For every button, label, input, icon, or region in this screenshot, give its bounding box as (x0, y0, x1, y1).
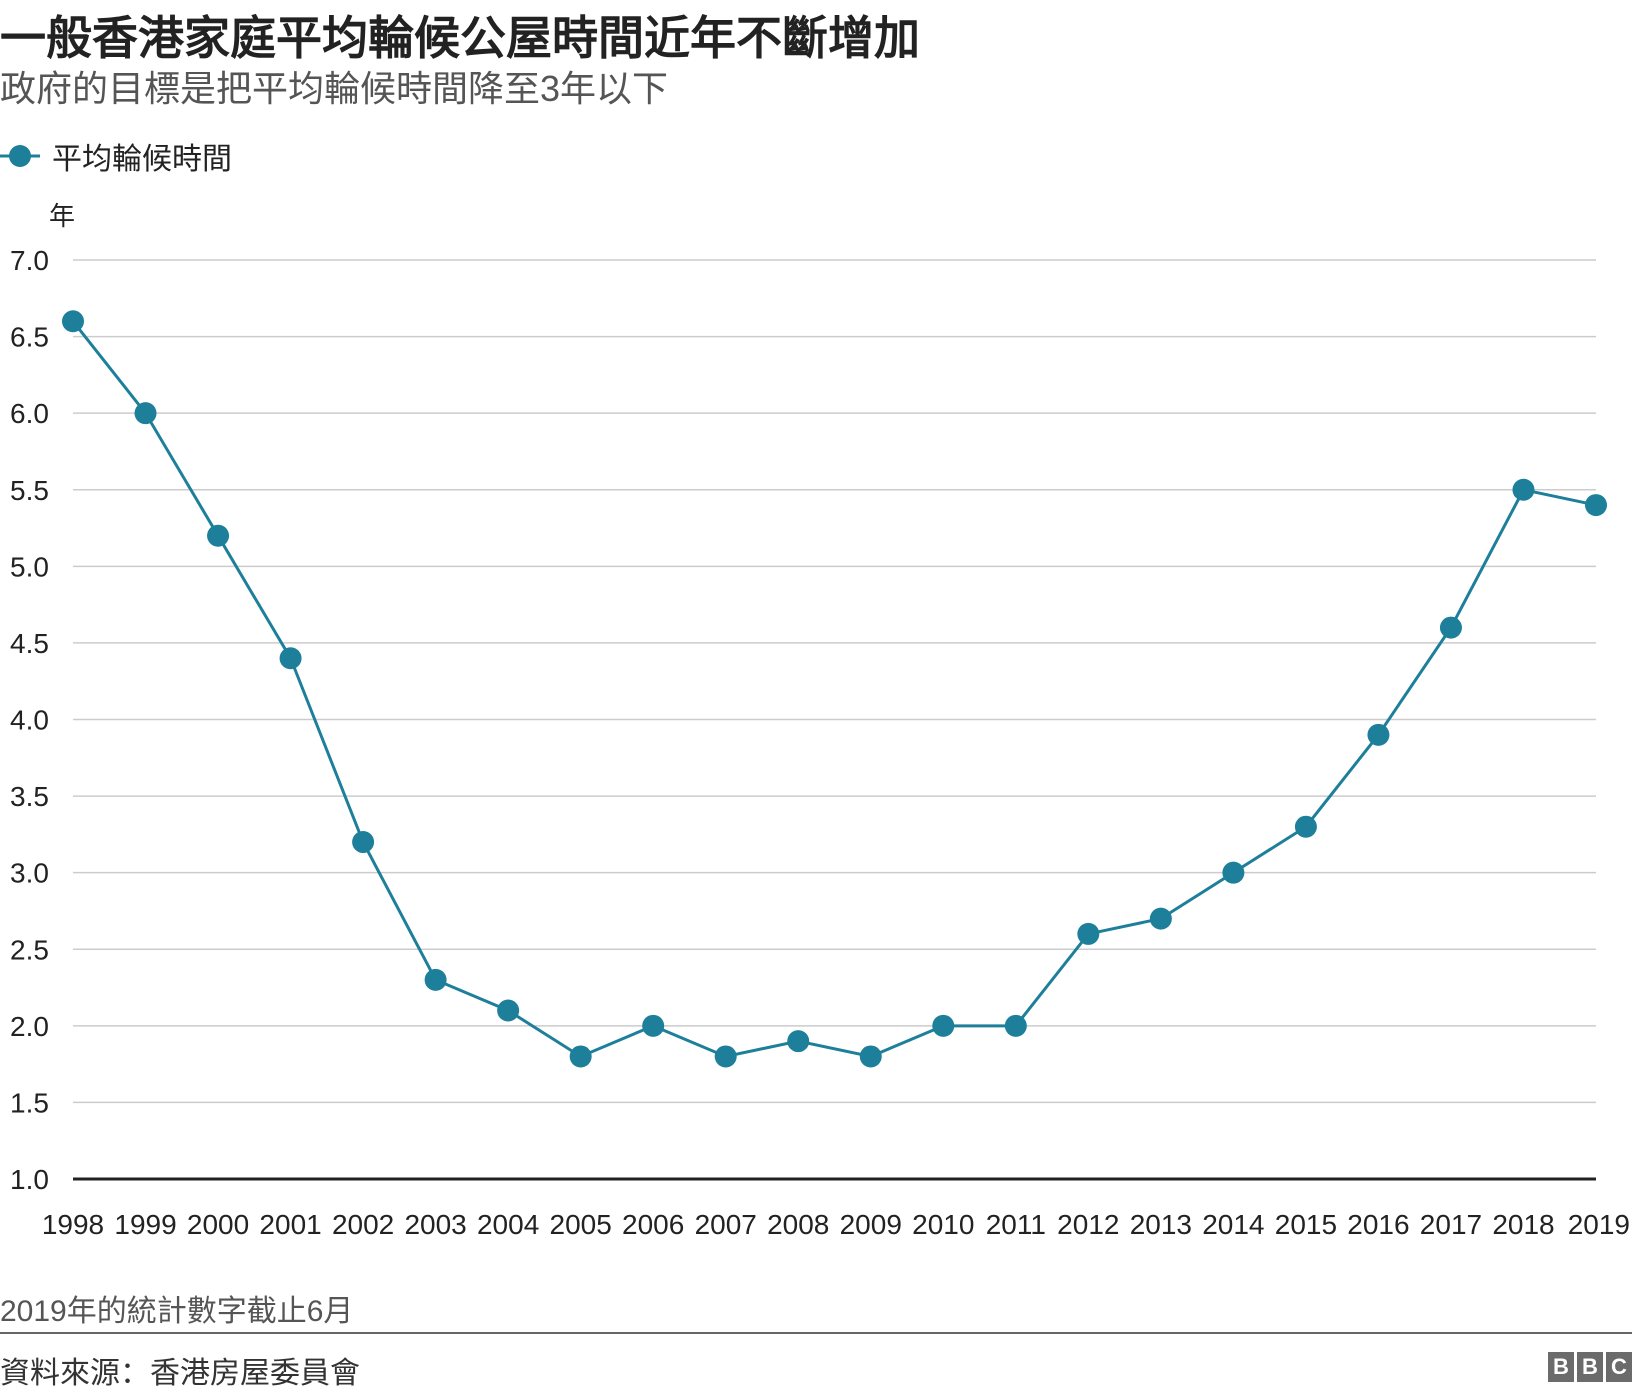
data-point (1077, 922, 1100, 945)
y-tick-label: 3.0 (10, 858, 49, 889)
y-tick-label: 2.5 (10, 934, 49, 965)
legend: 平均輪候時間 (0, 134, 232, 178)
data-point (1512, 478, 1535, 501)
x-tick-label: 2010 (912, 1209, 974, 1240)
bbc-logo-block: C (1606, 1352, 1632, 1382)
x-tick-label: 2008 (767, 1209, 829, 1240)
x-tick-label: 2006 (622, 1209, 684, 1240)
x-tick-label: 2007 (695, 1209, 757, 1240)
bbc-logo: B B C (1548, 1352, 1632, 1382)
x-tick-label: 2012 (1057, 1209, 1119, 1240)
data-point (1367, 723, 1390, 746)
x-tick-label: 2000 (187, 1209, 249, 1240)
bbc-logo-block: B (1548, 1352, 1574, 1382)
chart-subtitle: 政府的目標是把平均輪候時間降至3年以下 (0, 68, 669, 109)
x-tick-label: 2004 (477, 1209, 539, 1240)
y-tick-label: 4.0 (10, 705, 49, 736)
y-tick-label: 1.0 (10, 1164, 49, 1195)
data-point (207, 524, 230, 547)
data-point (642, 1014, 665, 1037)
source-text: 資料來源：香港房屋委員會 (0, 1357, 360, 1390)
data-point (714, 1045, 737, 1068)
y-tick-label: 2.0 (10, 1011, 49, 1042)
x-tick-label: 2001 (259, 1209, 321, 1240)
x-axis-ticks: 1998 1999 2000 2001 2002 2003 2004 2005 2006 2007… (42, 1209, 1630, 1240)
x-tick-label: 2014 (1202, 1209, 1264, 1240)
data-point (787, 1030, 810, 1053)
x-tick-label: 2003 (404, 1209, 466, 1240)
y-axis-label: 年 (49, 201, 75, 231)
y-tick-label: 1.5 (10, 1087, 49, 1118)
x-tick-label: 2019 (1568, 1209, 1630, 1240)
x-tick-label: 2009 (840, 1209, 902, 1240)
data-points (62, 310, 1607, 1068)
data-point (1294, 815, 1317, 838)
x-tick-label: 1998 (42, 1209, 104, 1240)
data-point (279, 647, 302, 670)
bbc-logo-block: B (1577, 1352, 1603, 1382)
y-tick-label: 3.5 (10, 781, 49, 812)
data-point (497, 999, 520, 1022)
x-tick-label: 2016 (1347, 1209, 1409, 1240)
legend-marker-icon (0, 145, 40, 167)
data-point (1585, 494, 1607, 517)
y-tick-label: 6.5 (10, 322, 49, 353)
y-tick-label: 5.5 (10, 475, 49, 506)
gridlines (73, 259, 1596, 1104)
line-chart: 1.01.52.02.53.03.54.04.55.05.56.06.57.0 … (10, 201, 1630, 1240)
data-point (352, 831, 375, 854)
x-tick-label: 2002 (332, 1209, 394, 1240)
y-tick-label: 7.0 (10, 245, 49, 276)
data-point (569, 1045, 592, 1068)
y-axis-ticks: 1.0 1.5 2.0 2.5 3.0 3.5 4.0 4.5 5.0 5.5 6.0 6.5 7.0 (10, 245, 49, 1195)
footnote: 2019年的統計數字截止6月 (0, 1295, 354, 1328)
y-tick-label: 5.0 (10, 551, 49, 582)
chart-title: 一般香港家庭平均輪候公屋時間近年不斷增加 (0, 12, 920, 64)
x-tick-label: 2015 (1275, 1209, 1337, 1240)
series-line (71, 320, 1597, 1059)
data-point (1222, 861, 1245, 884)
data-point (1149, 907, 1172, 930)
data-point (62, 310, 84, 333)
x-tick-label: 2013 (1130, 1209, 1192, 1240)
x-tick-label: 2011 (986, 1209, 1046, 1240)
data-point (1004, 1014, 1027, 1037)
y-tick-label: 6.0 (10, 398, 49, 429)
data-point (859, 1045, 882, 1068)
data-point (424, 968, 447, 991)
legend-label: 平均輪候時間 (52, 143, 232, 176)
x-tick-label: 1999 (114, 1209, 176, 1240)
x-tick-label: 2005 (550, 1209, 612, 1240)
data-point (1439, 616, 1462, 639)
data-point (134, 402, 157, 425)
x-tick-label: 2017 (1420, 1209, 1482, 1240)
data-point (932, 1014, 955, 1037)
y-tick-label: 4.5 (10, 628, 49, 659)
footer-divider (0, 1332, 1632, 1334)
x-tick-label: 2018 (1492, 1209, 1554, 1240)
